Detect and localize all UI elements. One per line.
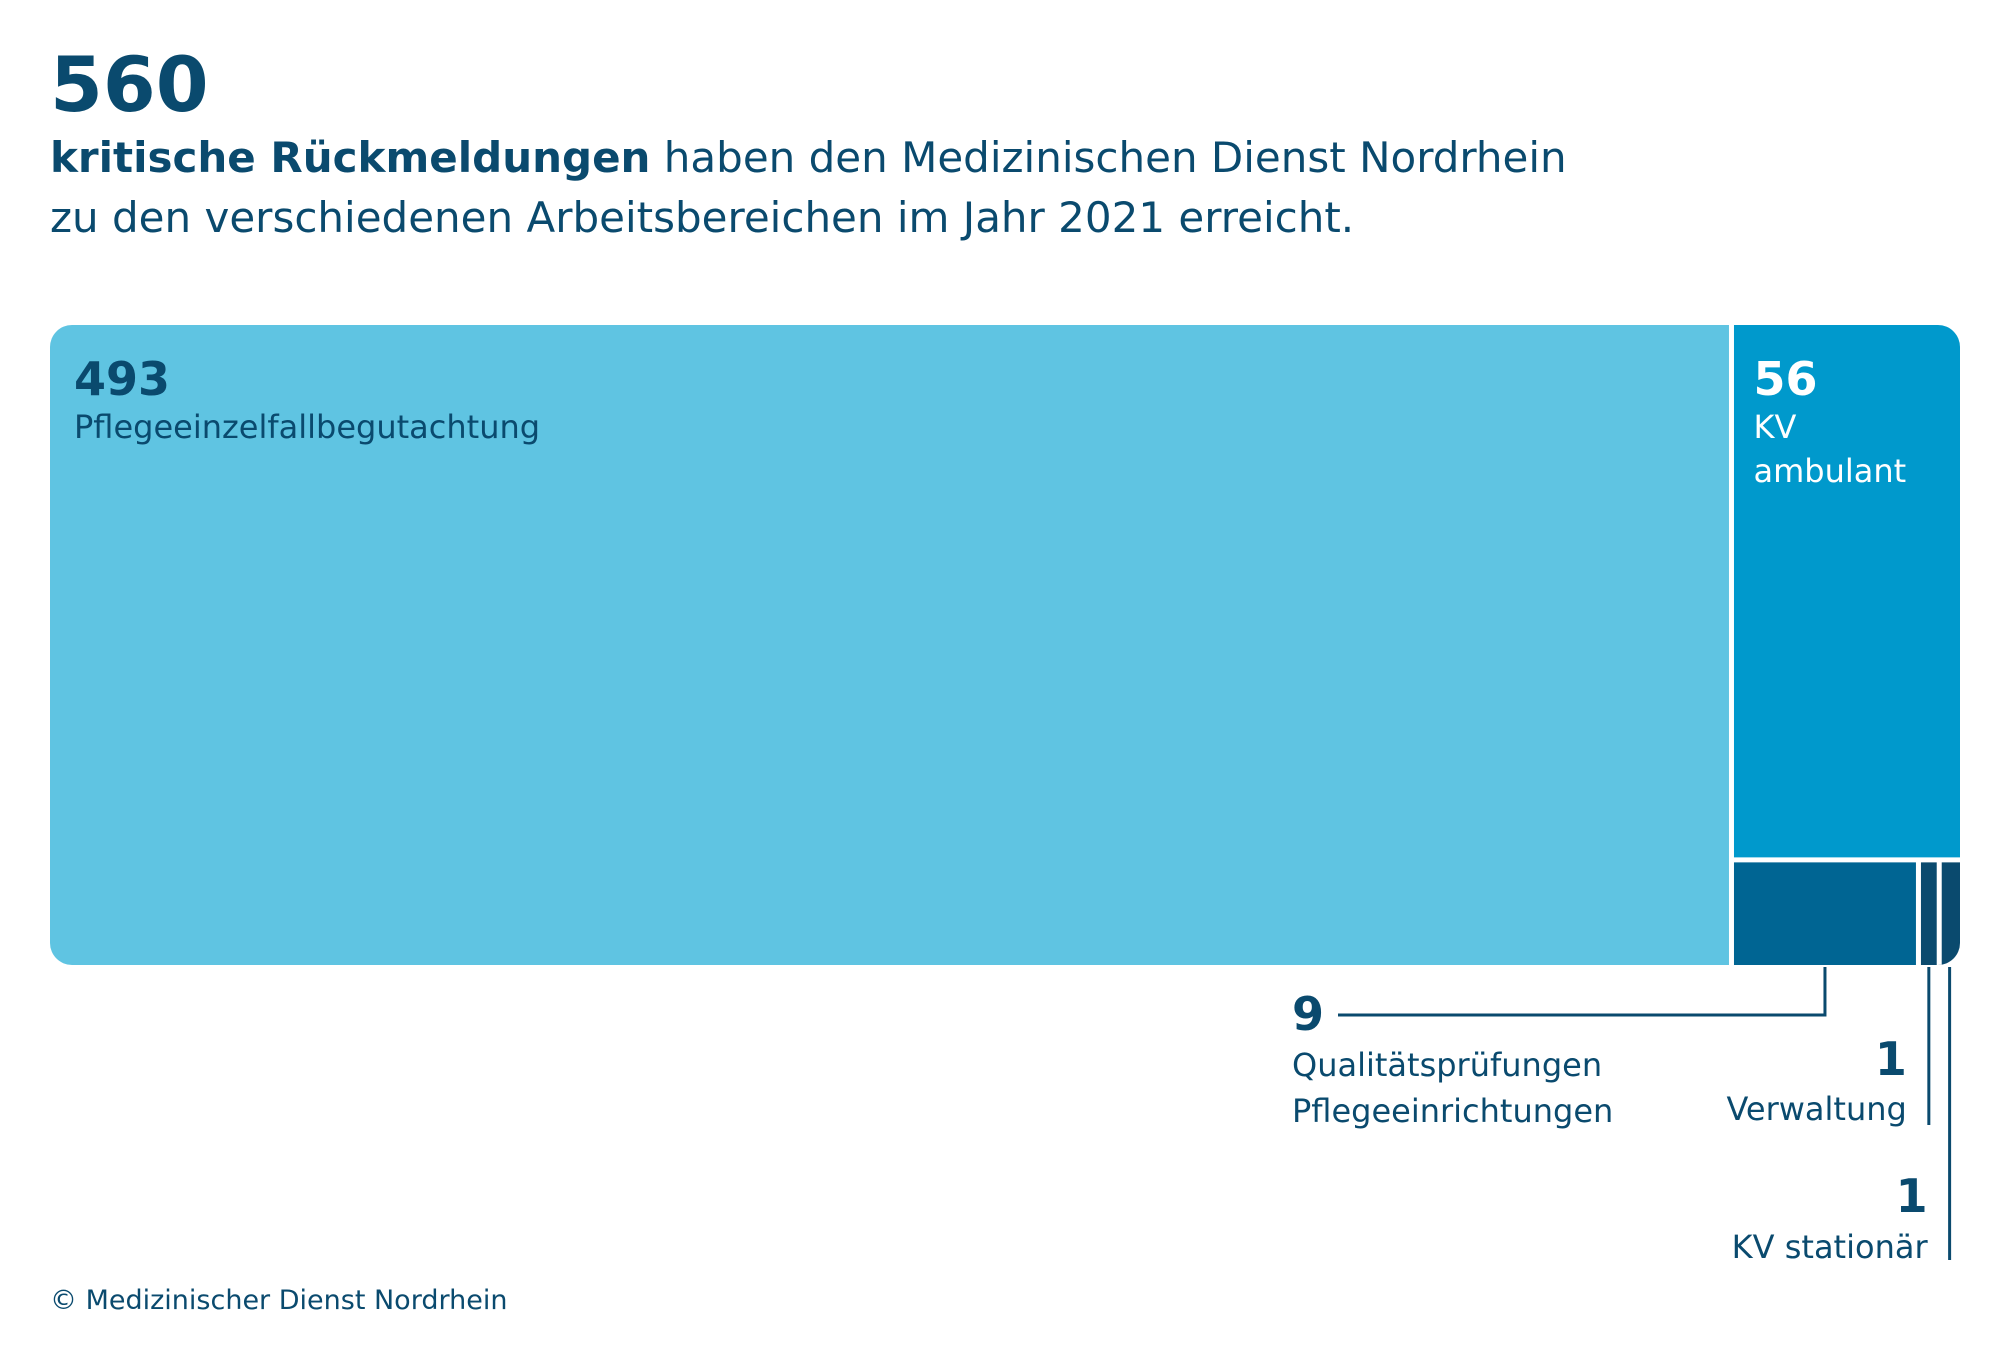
category-label-qualitaetspruefungen-line1: Qualitätsprüfungen bbox=[1292, 1046, 1602, 1084]
subtitle-bold: kritische Rückmeldungen bbox=[50, 133, 651, 182]
subtitle: kritische Rückmeldungen haben den Medizi… bbox=[50, 128, 1567, 248]
tile-qualitaetspruefungen bbox=[1731, 859, 1919, 965]
category-label-kv-stationaer: KV stationär bbox=[1732, 1228, 1929, 1266]
subtitle-rest: haben den Medizinischen Dienst Nordrhein bbox=[650, 133, 1567, 182]
value-label-verwaltung: 1 bbox=[1875, 1032, 1907, 1086]
total-count: 560 bbox=[50, 40, 209, 129]
tile-pflegeeinzelfallbegutachtung bbox=[50, 325, 1732, 965]
category-label-qualitaetspruefungen-line2: Pflegeeinrichtungen bbox=[1292, 1092, 1613, 1130]
value-label-pflegeeinzelfallbegutachtung: 493 bbox=[74, 352, 170, 406]
credit-text: © Medizinischer Dienst Nordrhein bbox=[50, 1285, 508, 1316]
tile-verwaltung bbox=[1918, 859, 1940, 965]
category-label-kv-ambulant-line1: KV bbox=[1753, 408, 1796, 446]
leader-line-qualitaetspruefungen bbox=[1338, 967, 1827, 1017]
subtitle-line-2: zu den verschiedenen Arbeitsbereichen im… bbox=[50, 193, 1355, 242]
category-label-verwaltung: Verwaltung bbox=[1726, 1090, 1906, 1128]
value-label-kv-ambulant: 56 bbox=[1753, 352, 1817, 406]
value-label-qualitaetspruefungen: 9 bbox=[1292, 987, 1324, 1041]
value-label-kv-stationaer: 1 bbox=[1896, 1169, 1928, 1223]
category-label-pflegeeinzelfallbegutachtung: Pflegeeinzelfallbegutachtung bbox=[74, 408, 540, 446]
category-label-kv-ambulant-line2: ambulant bbox=[1753, 452, 1906, 490]
tile-kv-stationaer bbox=[1939, 859, 1960, 965]
subtitle-line-1: kritische Rückmeldungen haben den Medizi… bbox=[50, 128, 1567, 188]
tile-kv-ambulant bbox=[1731, 325, 1960, 860]
